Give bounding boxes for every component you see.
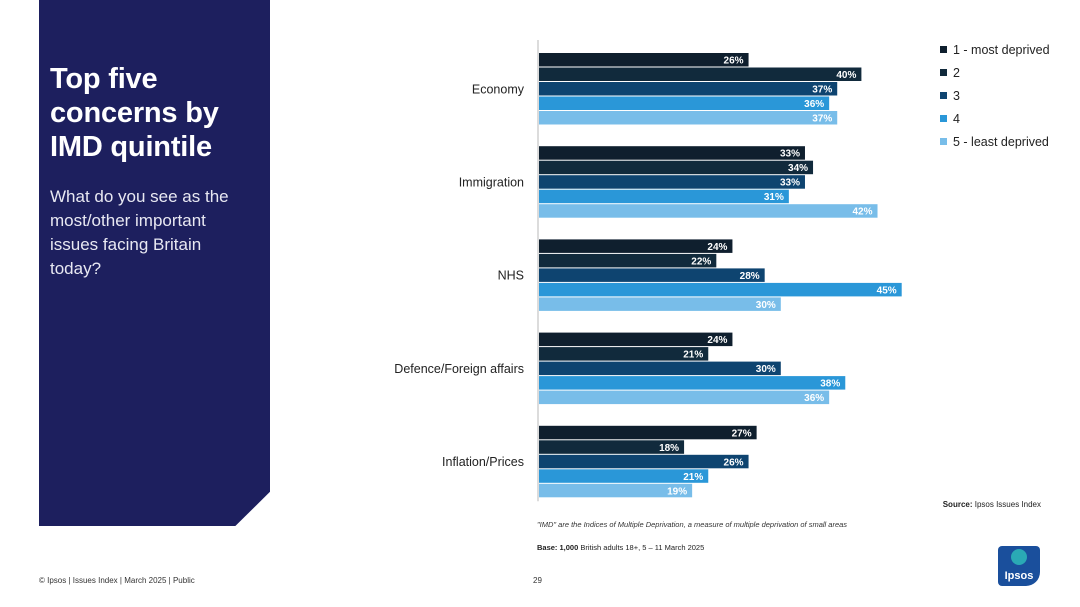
source-note: Source: Ipsos Issues Index: [943, 500, 1041, 509]
legend-swatch: [940, 92, 947, 99]
bar: [539, 146, 805, 160]
bar: [539, 253, 717, 268]
data-label: 33%: [780, 149, 800, 160]
bar: [539, 425, 757, 440]
bar: [539, 469, 709, 483]
legend-item: 4: [940, 107, 1050, 130]
bar: [539, 53, 749, 67]
data-label: 21%: [683, 350, 703, 361]
data-label: 28%: [740, 271, 760, 282]
category-label: Inflation/Prices: [442, 455, 524, 469]
bar: [539, 160, 814, 175]
data-label: 19%: [667, 486, 687, 497]
data-label: 30%: [756, 300, 776, 311]
legend-item: 5 - least deprived: [940, 130, 1050, 153]
data-label: 36%: [804, 99, 824, 110]
data-label: 26%: [724, 457, 744, 468]
bar: [539, 361, 781, 376]
bar: [539, 67, 862, 81]
legend-swatch: [940, 69, 947, 76]
category-label: NHS: [498, 269, 524, 283]
data-label: 42%: [853, 207, 873, 218]
base-label: Base: 1,000: [537, 543, 579, 552]
slide-title: Top five concerns by IMD quintile: [50, 63, 219, 163]
data-label: 24%: [707, 242, 727, 253]
data-label: 31%: [764, 192, 784, 203]
data-label: 33%: [780, 178, 800, 189]
data-label: 36%: [804, 393, 824, 404]
chart-legend: 1 - most deprived 2 3 4 5 - least deprived: [940, 38, 1050, 153]
bar: [539, 454, 749, 469]
bar: [539, 483, 693, 498]
title-panel: Top five concerns by IMD quintile What d…: [39, 0, 270, 526]
page-number: 29: [533, 576, 542, 585]
bar: [539, 390, 830, 405]
imd-footnote: "IMD" are the Indices of Multiple Depriv…: [537, 520, 848, 529]
legend-item: 2: [940, 61, 1050, 84]
bar: [539, 282, 902, 297]
legend-item: 3: [940, 84, 1050, 107]
bar-chart: Economy 26% 40% 37% 36% 37% Immigration 33% 34% 3…: [394, 40, 902, 502]
data-label: 21%: [683, 472, 703, 483]
category-label: Defence/Foreign affairs: [394, 362, 524, 376]
legend-item: 1 - most deprived: [940, 38, 1050, 61]
base-text: British adults 18+, 5 – 11 March 2025: [578, 543, 705, 552]
bar: [539, 268, 765, 282]
bar: [539, 96, 830, 110]
data-label: 45%: [877, 285, 897, 296]
bar: [539, 82, 838, 96]
ipsos-logo: Ipsos: [998, 546, 1040, 586]
bar: [539, 239, 733, 253]
bar: [539, 376, 846, 390]
data-label: 38%: [820, 379, 840, 390]
bar: [539, 297, 781, 311]
data-label: 24%: [707, 335, 727, 346]
bar: [539, 204, 878, 218]
source-label: Source:: [942, 500, 973, 509]
data-label: 40%: [836, 70, 856, 81]
category-label: Economy: [472, 82, 525, 96]
data-label: 34%: [788, 163, 808, 174]
category-label: Immigration: [459, 175, 524, 189]
bar: [539, 189, 789, 204]
data-label: 18%: [659, 443, 679, 454]
bar: [539, 332, 733, 347]
data-label: 37%: [812, 85, 832, 96]
data-label: 27%: [732, 428, 752, 439]
data-label: 30%: [756, 364, 776, 375]
legend-label: 4: [953, 111, 960, 126]
legend-swatch: [940, 46, 947, 53]
data-label: 37%: [812, 114, 832, 125]
data-label: 22%: [691, 256, 711, 267]
bar: [539, 175, 805, 189]
legend-label: 1 - most deprived: [953, 42, 1050, 57]
legend-swatch: [940, 115, 947, 122]
legend-label: 3: [953, 88, 960, 103]
legend-label: 5 - least deprived: [953, 134, 1049, 149]
bar: [539, 347, 709, 361]
logo-mark-icon: [1011, 549, 1027, 565]
base-note: Base: 1,000 British adults 18+, 5 – 11 M…: [537, 543, 704, 552]
data-label: 26%: [724, 56, 744, 67]
footer-copyright: © Ipsos | Issues Index | March 2025 | Pu…: [39, 576, 195, 585]
bar: [539, 111, 838, 125]
legend-label: 2: [953, 65, 960, 80]
survey-question: What do you see as the most/other import…: [50, 187, 229, 278]
bar: [539, 440, 685, 454]
source-text: Ipsos Issues Index: [972, 500, 1041, 509]
logo-text: Ipsos: [1004, 570, 1034, 582]
legend-swatch: [940, 138, 947, 145]
